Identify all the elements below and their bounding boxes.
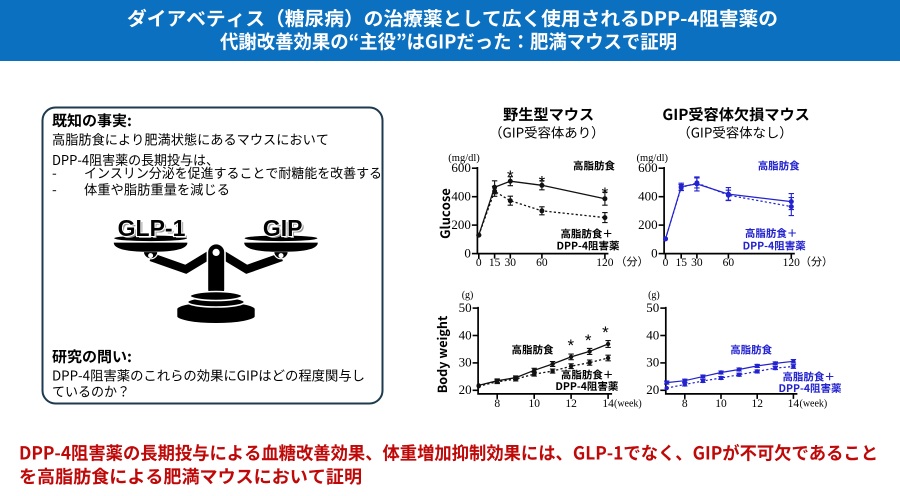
svg-text:（GIP受容体なし）: （GIP受容体なし） [677, 121, 792, 141]
svg-text:60: 60 [536, 257, 548, 269]
svg-text:高脂肪食＋: 高脂肪食＋ [560, 227, 613, 242]
svg-text:400: 400 [451, 189, 471, 204]
svg-text:高脂肪食により肥満状態にあるマウスにおいて: 高脂肪食により肥満状態にあるマウスにおいて [52, 129, 329, 149]
svg-text:DPP-4阻害薬: DPP-4阻害薬 [555, 379, 619, 394]
svg-text:40: 40 [459, 327, 472, 342]
svg-text:200: 200 [451, 217, 471, 232]
svg-text:ているのか？: ているのか？ [52, 380, 130, 400]
svg-text:高脂肪食: 高脂肪食 [512, 343, 554, 358]
svg-text:*: * [585, 331, 592, 350]
svg-text:(g): (g) [462, 290, 474, 301]
svg-text:120: 120 [596, 257, 614, 269]
svg-text:8: 8 [682, 398, 688, 410]
svg-text:40: 40 [646, 327, 659, 342]
svg-text:400: 400 [638, 189, 658, 204]
svg-text:30: 30 [646, 355, 659, 370]
svg-text:*: * [602, 323, 609, 342]
svg-text:0: 0 [663, 257, 669, 269]
svg-text:DPP-4阻害薬: DPP-4阻害薬 [743, 239, 807, 254]
svg-text:Body weight: Body weight [432, 315, 451, 393]
svg-text:DPP-4阻害薬: DPP-4阻害薬 [778, 381, 842, 396]
svg-text:*: * [602, 184, 609, 203]
svg-text:10: 10 [715, 398, 727, 410]
svg-text:15: 15 [489, 257, 501, 269]
svg-text:既知の事実:: 既知の事実: [52, 110, 132, 131]
svg-text:600: 600 [638, 160, 658, 175]
svg-text:DPP-4阻害薬の長期投与は、: DPP-4阻害薬の長期投与は、 [52, 149, 219, 169]
svg-text:DPP-4阻害薬のこれらの効果にGIPはどの程度関与し: DPP-4阻害薬のこれらの効果にGIPはどの程度関与し [52, 364, 365, 384]
svg-text:*: * [539, 173, 546, 192]
svg-text:（分）: （分） [616, 254, 649, 270]
svg-text:代謝改善効果の“主役”はGIPだった：肥満マウスで証明: 代謝改善効果の“主役”はGIPだった：肥満マウスで証明 [220, 28, 677, 55]
svg-text:GIP: GIP [263, 215, 303, 241]
svg-text:14: 14 [602, 398, 614, 410]
svg-text:高脂肪食＋: 高脂肪食＋ [782, 370, 835, 385]
svg-text:(mg/dl): (mg/dl) [448, 153, 480, 164]
svg-text:14: 14 [788, 398, 800, 410]
svg-text:高脂肪食: 高脂肪食 [573, 159, 615, 174]
svg-text:(mg/dl): (mg/dl) [637, 153, 669, 164]
svg-text:高脂肪食＋: 高脂肪食＋ [561, 367, 614, 382]
svg-text:(g): (g) [648, 290, 660, 301]
svg-text:Glucose: Glucose [435, 188, 454, 239]
svg-text:30: 30 [505, 257, 517, 269]
svg-text:GIP: GIP [265, 217, 305, 243]
svg-text:GLP-1: GLP-1 [120, 217, 188, 243]
svg-text:12: 12 [751, 398, 763, 410]
svg-text:*: * [507, 167, 514, 186]
svg-text:GIP受容体欠損マウス: GIP受容体欠損マウス [662, 103, 810, 125]
svg-text:を高脂肪食による肥満マウスにおいて証明: を高脂肪食による肥満マウスにおいて証明 [19, 463, 362, 489]
svg-text:-: - [52, 179, 57, 199]
svg-text:60: 60 [723, 257, 735, 269]
svg-text:10: 10 [528, 398, 540, 410]
svg-text:50: 50 [459, 300, 472, 315]
svg-text:研究の問い:: 研究の問い: [52, 346, 132, 367]
svg-text:50: 50 [646, 300, 659, 315]
svg-text:*: * [567, 336, 574, 355]
svg-text:高脂肪食: 高脂肪食 [730, 343, 772, 358]
svg-text:120: 120 [783, 257, 801, 269]
svg-text:野生型マウス: 野生型マウス [503, 103, 594, 125]
svg-text:15: 15 [675, 257, 687, 269]
svg-text:ダイアベティス（糖尿病）の治療薬として広く使用されるDPP-: ダイアベティス（糖尿病）の治療薬として広く使用されるDPP-4阻害薬の [127, 4, 778, 32]
svg-text:20: 20 [646, 382, 659, 397]
svg-text:0: 0 [476, 257, 482, 269]
svg-text:0: 0 [651, 245, 658, 260]
svg-text:DPP-4阻害薬: DPP-4阻害薬 [556, 239, 620, 254]
svg-text:高脂肪食: 高脂肪食 [758, 159, 800, 174]
svg-text:30: 30 [459, 355, 472, 370]
svg-text:GLP-1: GLP-1 [118, 215, 186, 241]
svg-text:-: - [52, 162, 57, 182]
svg-text:20: 20 [459, 382, 472, 397]
svg-text:200: 200 [638, 217, 658, 232]
svg-text:12: 12 [565, 398, 577, 410]
svg-text:0: 0 [464, 245, 471, 260]
svg-text:高脂肪食＋: 高脂肪食＋ [745, 226, 798, 241]
svg-text:（分）: （分） [800, 254, 833, 270]
svg-text:30: 30 [691, 257, 703, 269]
svg-text:(week): (week) [800, 399, 828, 410]
svg-text:体重や脂肪重量を減じる: 体重や脂肪重量を減じる [84, 179, 230, 199]
svg-text:DPP-4阻害薬の長期投与による血糖改善効果、体重増加抑制効: DPP-4阻害薬の長期投与による血糖改善効果、体重増加抑制効果には、GLP-1で… [19, 439, 878, 465]
svg-text:(week): (week) [614, 399, 642, 410]
svg-text:8: 8 [494, 398, 500, 410]
svg-text:600: 600 [451, 160, 471, 175]
svg-text:（GIP受容体あり）: （GIP受容体あり） [489, 121, 604, 141]
svg-text:インスリン分泌を促進することで耐糖能を改善する: インスリン分泌を促進することで耐糖能を改善する [84, 162, 382, 182]
